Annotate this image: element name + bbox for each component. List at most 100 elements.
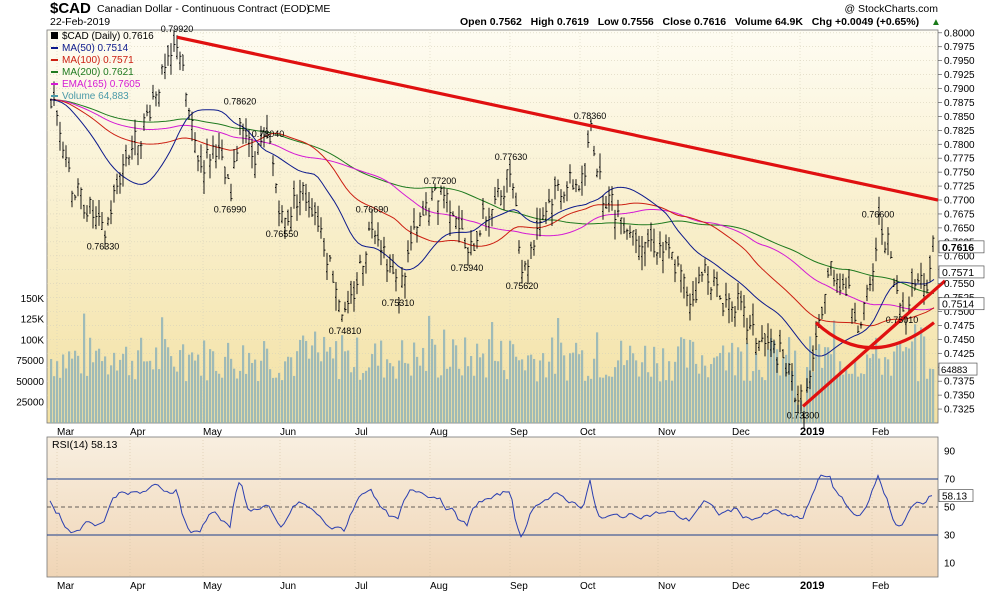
volume-bar — [533, 358, 536, 423]
legend-swatch — [51, 32, 58, 39]
volume-bar — [431, 339, 434, 423]
volume-bar — [830, 354, 833, 423]
volume-bar — [791, 370, 794, 423]
rsi-badge — [938, 489, 974, 502]
volume-bar — [839, 361, 842, 423]
volume-bar — [155, 347, 158, 423]
volume-bar — [227, 342, 230, 423]
price-tick-label: 0.7975 — [944, 42, 975, 53]
month-label: Dec — [732, 427, 750, 438]
volume-bar — [95, 350, 98, 423]
volume-bar — [548, 361, 551, 423]
volume-bar — [236, 378, 239, 423]
volume-bar — [572, 352, 575, 423]
volume-bar — [413, 342, 416, 423]
volume-bar — [728, 352, 731, 423]
volume-bar — [488, 339, 491, 423]
volume-bar — [491, 322, 494, 423]
month-label: Aug — [430, 581, 448, 591]
volume-bar — [89, 337, 92, 423]
volume-bar — [404, 362, 407, 423]
price-tick-label: 0.8000 — [944, 28, 975, 39]
volume-bar — [260, 360, 263, 423]
volume-bar — [704, 365, 707, 423]
month-label: Jul — [355, 581, 368, 591]
volume-bar — [407, 363, 410, 423]
volume-bar — [926, 378, 929, 423]
volume-bar — [461, 375, 464, 423]
volume-bar — [62, 354, 65, 423]
volume-bar — [530, 354, 533, 423]
volume-bar — [440, 375, 443, 423]
volume-bar — [422, 347, 425, 423]
volume-bar — [620, 340, 623, 423]
volume-bar — [104, 356, 107, 423]
volume-bar — [206, 380, 209, 423]
volume-bar — [662, 348, 665, 423]
volume-bar — [680, 337, 683, 423]
volume-bar — [248, 352, 251, 423]
volume-bar — [203, 340, 206, 423]
volume-bar — [521, 359, 524, 423]
volume-bar — [629, 345, 632, 423]
volume-bar — [905, 347, 908, 423]
price-tick-label: 0.7800 — [944, 140, 975, 151]
volume-bar — [173, 366, 176, 423]
volume-bar — [347, 350, 350, 423]
price-tick-label: 0.7375 — [944, 377, 975, 388]
volume-bar — [578, 354, 581, 423]
volume-bar — [818, 344, 821, 423]
volume-bar — [764, 380, 767, 423]
volume-bar — [761, 377, 764, 423]
rsi-tick-label: 30 — [944, 531, 956, 542]
volume-bar — [701, 355, 704, 423]
volume-bar — [878, 358, 881, 423]
volume-bar — [350, 372, 353, 423]
volume-bar — [896, 345, 899, 423]
volume-bar — [884, 357, 887, 423]
price-annotation: 0.76550 — [266, 229, 299, 239]
month-label: Apr — [130, 427, 146, 438]
volume-bar — [98, 348, 101, 423]
volume-bar — [500, 340, 503, 423]
volume-bar — [599, 377, 602, 423]
volume-bar — [284, 361, 287, 423]
volume-bar — [344, 351, 347, 423]
volume-bar — [854, 359, 857, 423]
volume-bar — [446, 368, 449, 423]
volume-bar — [374, 343, 377, 423]
volume-bar — [671, 380, 674, 423]
volume-badge — [938, 362, 978, 376]
volume-bar — [557, 318, 560, 423]
volume-bar — [335, 341, 338, 423]
trend-drawings — [176, 35, 947, 408]
volume-bar — [527, 355, 530, 423]
price-tick-label: 0.7650 — [944, 223, 975, 234]
price-annotation: 0.77630 — [495, 152, 528, 162]
volume-bar — [848, 373, 851, 423]
volume-bar — [479, 357, 482, 423]
volume-bar — [788, 337, 791, 423]
last-value-badge-text: 0.7616 — [942, 242, 974, 254]
volume-bar — [482, 353, 485, 423]
volume-bar — [737, 347, 740, 423]
volume-bar — [341, 335, 344, 423]
volume-bar — [626, 360, 629, 423]
symbol-title: $CAD — [50, 0, 91, 17]
volume-bar — [899, 341, 902, 423]
rsi-badge-text: 58.13 — [942, 492, 967, 503]
volume-bar — [449, 366, 452, 423]
volume-tick-label: 125K — [21, 315, 45, 326]
legend-entry: EMA(165) 0.7605 — [62, 79, 141, 90]
volume-bar — [539, 360, 542, 423]
volume-bar — [56, 361, 59, 423]
volume-bar — [254, 359, 257, 423]
volume-bar — [665, 380, 668, 423]
volume-bar — [644, 345, 647, 423]
month-axis-rsi: Mar Apr May Jun Jul Aug Sep Oct Nov Dec 2019 Feb — [57, 580, 890, 591]
volume-bar — [50, 359, 53, 423]
volume-bar — [524, 370, 527, 423]
last-value-badge-text: 0.7514 — [942, 299, 974, 311]
month-label: May — [203, 581, 222, 591]
